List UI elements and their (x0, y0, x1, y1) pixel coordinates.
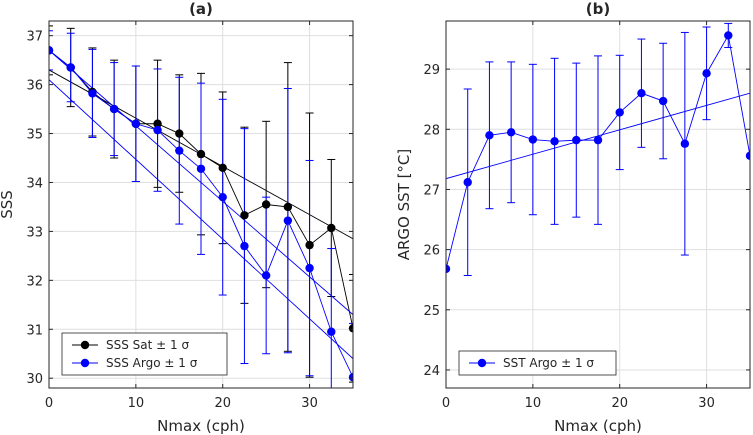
x-tick-label: 0 (442, 396, 450, 411)
data-point (658, 96, 668, 106)
data-point (305, 263, 314, 273)
y-tick-label: 30 (26, 372, 43, 387)
legend-label: SSS Sat ± 1 σ (106, 338, 189, 352)
axes-box (445, 20, 751, 389)
data-point (175, 129, 184, 138)
data-point (218, 192, 227, 202)
data-point (615, 108, 624, 117)
y-tick-label: 34 (26, 176, 43, 191)
data-point (109, 104, 119, 114)
data-point (506, 128, 516, 137)
data-point (196, 149, 206, 159)
x-tick-label: 30 (301, 396, 318, 411)
y-tick-label: 27 (423, 183, 440, 198)
data-point (680, 139, 690, 148)
data-layer (446, 22, 750, 276)
y-tick-label: 26 (423, 244, 440, 259)
data-point (485, 131, 494, 140)
legend-marker (477, 358, 487, 368)
data-point (348, 373, 353, 382)
y-tick-label: 31 (26, 323, 43, 338)
chart-title: (b) (586, 0, 610, 18)
data-point (131, 119, 141, 128)
y-tick-label: 36 (26, 79, 43, 94)
data-point (261, 271, 271, 280)
legend: SST Argo ± 1 σ (458, 350, 617, 376)
data-point (593, 135, 603, 145)
y-tick-label: 32 (26, 274, 43, 289)
legend-marker (80, 340, 90, 350)
data-point (283, 216, 293, 225)
y-tick-label: 33 (26, 225, 43, 240)
data-point (283, 202, 293, 212)
data-point (261, 200, 271, 209)
data-point (153, 119, 162, 128)
legend: SSS Sat ± 1 σ SSS Argo ± 1 σ (61, 332, 228, 376)
data-point (66, 63, 75, 72)
data-point (528, 135, 538, 144)
x-tick-label: 30 (698, 396, 715, 411)
data-point (196, 164, 206, 173)
x-axis-label: Nmax (cph) (554, 417, 642, 435)
x-tick-label: 10 (128, 396, 145, 411)
data-point (724, 31, 733, 40)
data-point (327, 327, 336, 336)
y-tick-label: 24 (423, 364, 440, 379)
data-point (327, 223, 336, 233)
data-point (745, 151, 750, 160)
axes-box (48, 20, 354, 389)
x-tick-label: 0 (45, 396, 53, 411)
y-tick-label: 29 (423, 63, 440, 78)
x-axis-label: Nmax (cph) (157, 417, 245, 435)
data-point (49, 46, 54, 55)
x-tick-label: 20 (214, 396, 231, 411)
data-point (305, 240, 314, 250)
y-tick-label: 35 (26, 128, 43, 143)
data-point (88, 89, 97, 98)
y-tick-label: 28 (423, 123, 440, 138)
data-point (240, 241, 249, 251)
data-point (572, 135, 581, 145)
legend-label: SSS Argo ± 1 σ (106, 356, 198, 370)
x-tick-label: 20 (611, 396, 628, 411)
x-tick-label: 10 (525, 396, 542, 411)
data-point (637, 88, 646, 98)
data-point (218, 163, 227, 172)
data-point (550, 137, 559, 146)
y-axis-label: SSS (0, 190, 16, 219)
y-tick-label: 25 (423, 304, 440, 319)
data-point (702, 69, 711, 78)
data-point (175, 146, 184, 155)
y-tick-label: 37 (26, 30, 43, 45)
data-layer (49, 25, 353, 388)
legend-marker (80, 358, 90, 368)
data-point (446, 264, 451, 274)
panel-a: 0 10 20 30 30 31 32 33 34 35 36 37 (a) Nmax (cph) SSS S… (0, 0, 354, 435)
panel-b: 0 10 20 30 24 25 26 27 28 29 (b) Nmax (cph) ARGO SST… (395, 0, 751, 435)
data-point (153, 125, 162, 135)
data-point (463, 178, 472, 187)
legend-box (61, 332, 228, 376)
legend-label: SST Argo ± 1 σ (503, 356, 594, 370)
chart-title: (a) (189, 0, 213, 18)
y-axis-label: ARGO SST [°C] (395, 149, 413, 261)
data-point (348, 324, 353, 333)
data-point (240, 211, 249, 220)
